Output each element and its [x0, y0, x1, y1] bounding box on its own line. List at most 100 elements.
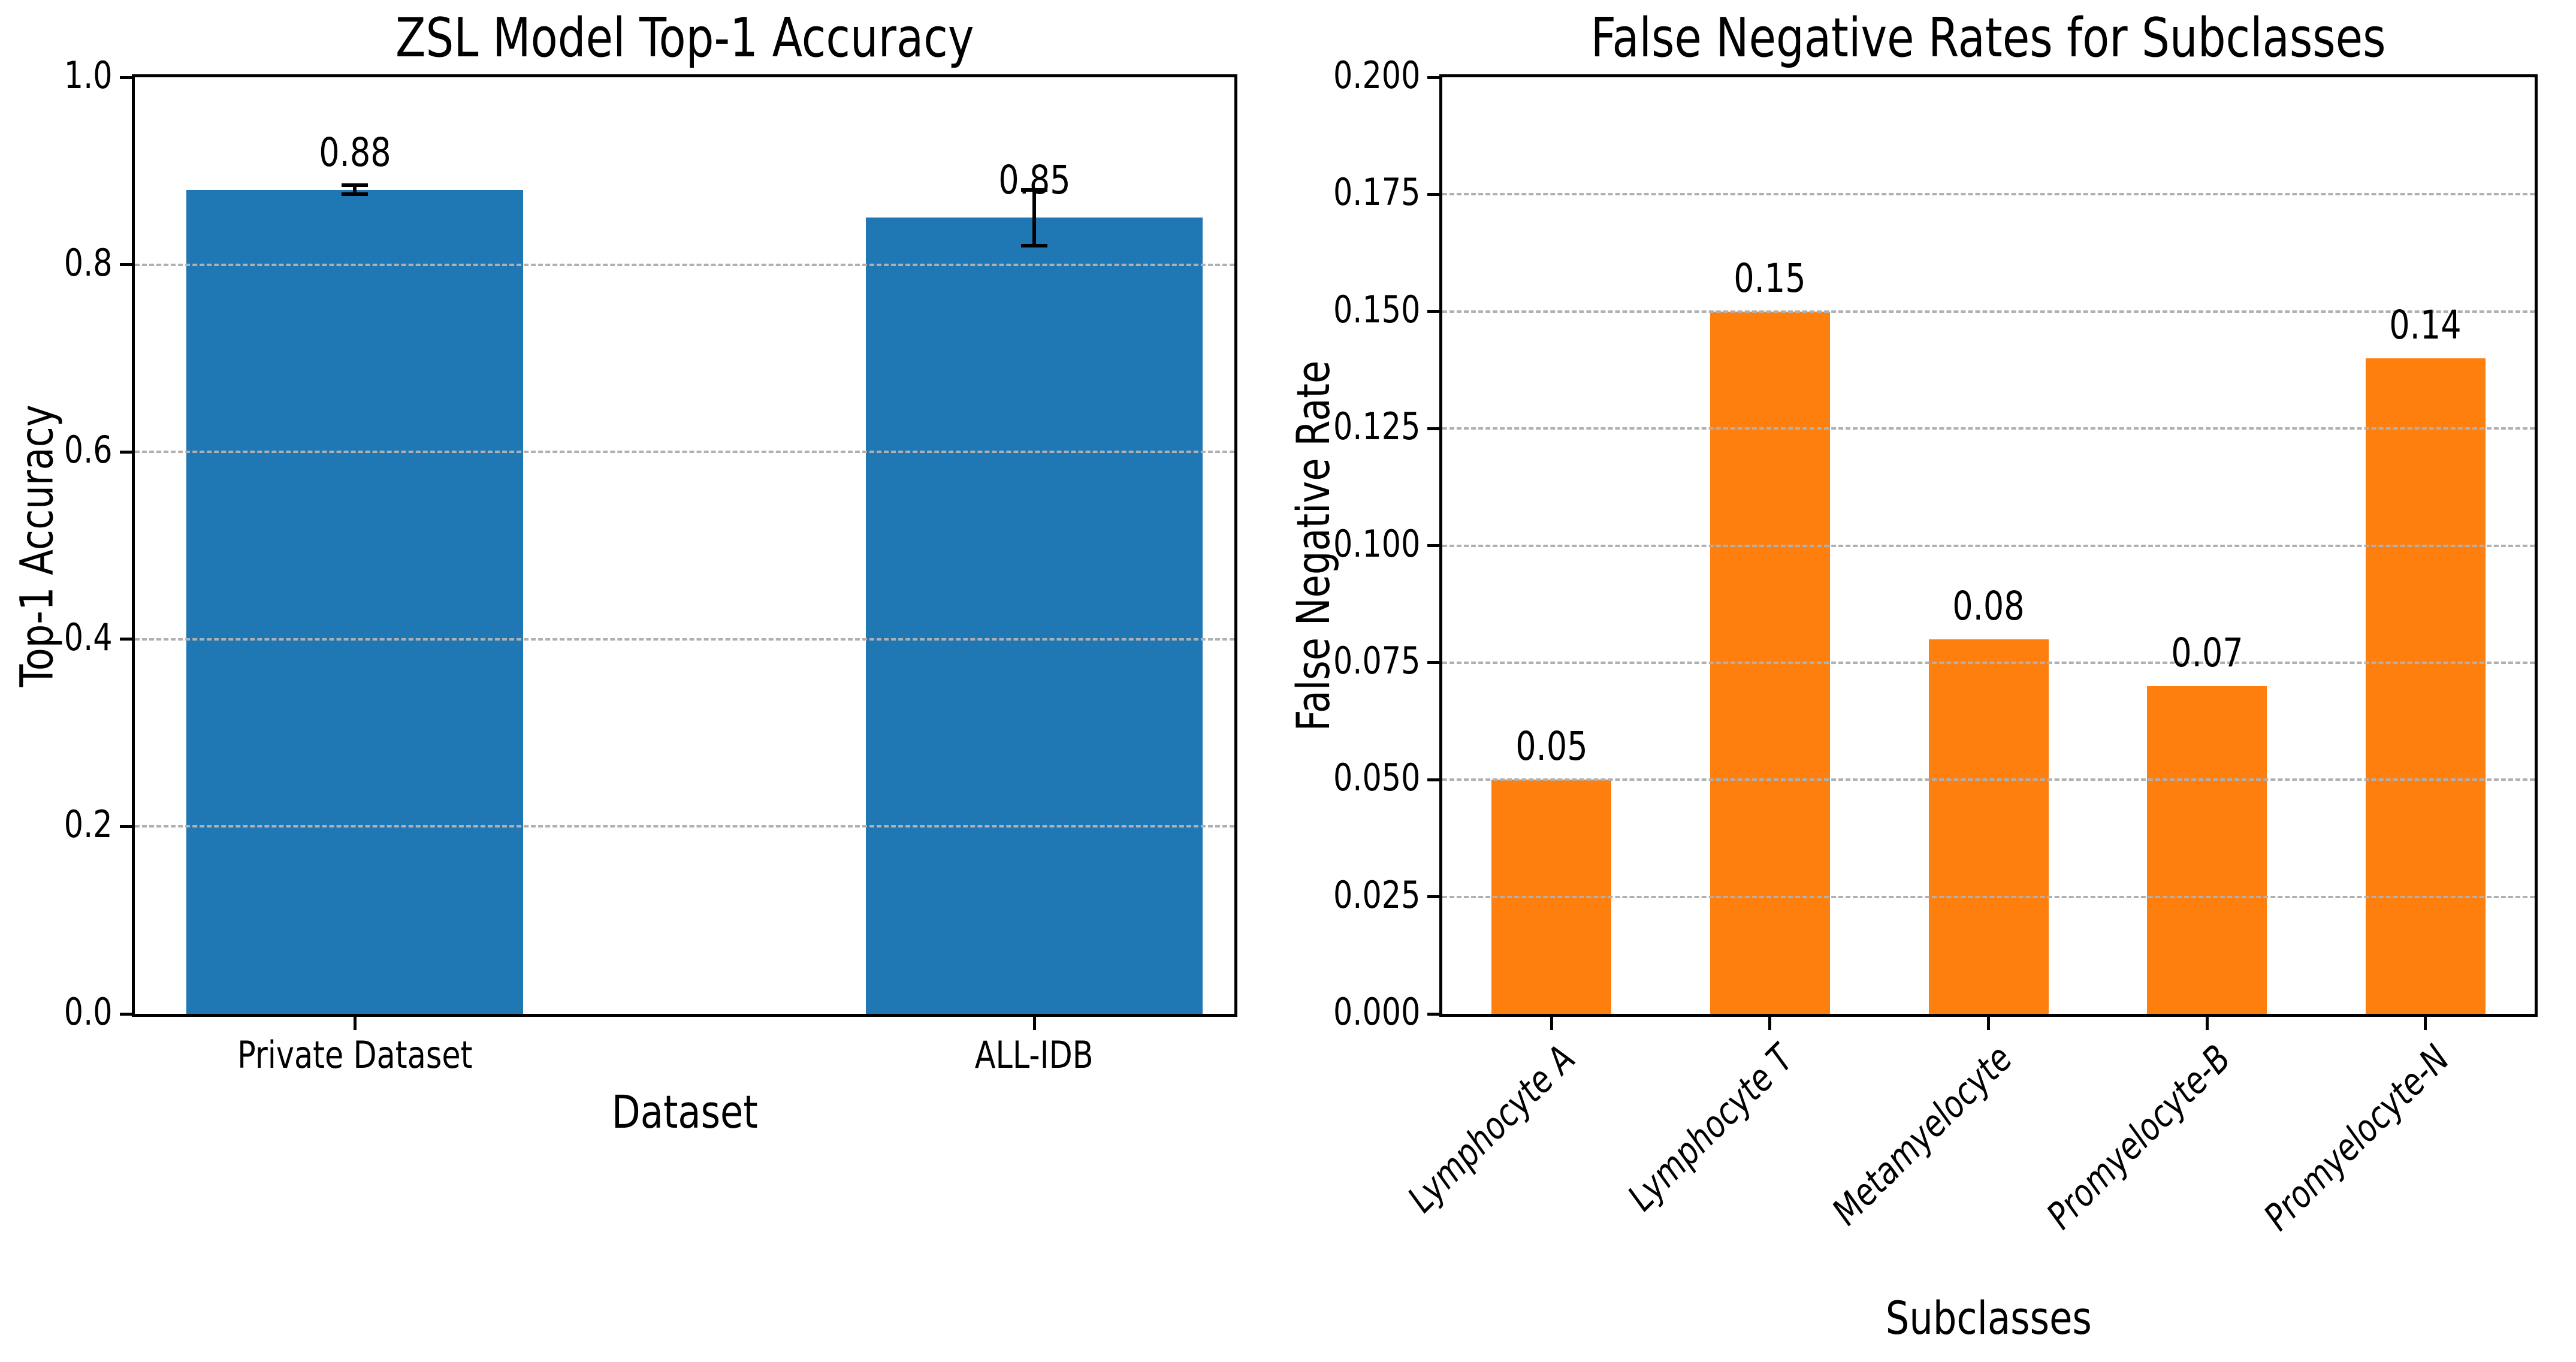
error-bar-cap — [1021, 188, 1048, 192]
y-tick-label: 0.075 — [1228, 642, 1420, 680]
bar-value-label-text: 0.05 — [1515, 723, 1588, 770]
y-tick-label: 0.100 — [1228, 521, 1420, 566]
gridline — [135, 825, 1234, 828]
bar-value-label: 0.05 — [1372, 727, 1731, 766]
error-bar-cap — [342, 183, 368, 187]
bar-value-label: 0.07 — [2027, 633, 2387, 673]
y-tick-label-text: 0.8 — [64, 240, 113, 285]
bar — [2365, 358, 2486, 1014]
left-x-axis-label-text: Dataset — [611, 1085, 758, 1138]
error-bar-cap — [342, 192, 368, 197]
y-tick-label-text: 0.2 — [64, 802, 113, 847]
right-x-axis-label: Subclasses — [1442, 1295, 2535, 1341]
bar-value-label-text: 0.08 — [1952, 582, 2025, 629]
bar — [866, 218, 1203, 1014]
x-category-label-text: Promyelocyte-N — [2255, 1036, 2458, 1239]
gridline — [1442, 310, 2535, 313]
y-tick-mark — [120, 76, 132, 79]
x-category-label: ALL-IDB — [795, 1037, 1274, 1074]
x-tick-mark — [1032, 1017, 1036, 1030]
gridline — [1442, 427, 2535, 430]
y-tick-mark — [1427, 544, 1439, 547]
y-tick-label-text: 0.075 — [1333, 638, 1420, 682]
x-category-label: Private Dataset — [115, 1037, 594, 1074]
y-tick-label: 0.200 — [1228, 57, 1420, 94]
y-tick-label-text: 0.150 — [1333, 287, 1420, 331]
bar-value-label: 0.88 — [175, 129, 534, 176]
error-bar-whisker — [1032, 189, 1037, 246]
y-tick-label: 0.175 — [1228, 174, 1420, 211]
x-tick-mark — [1550, 1017, 1553, 1030]
y-tick-label-text: 0.000 — [1333, 990, 1420, 1034]
gridline — [1442, 661, 2535, 664]
y-tick-mark — [120, 825, 132, 828]
y-tick-mark — [120, 450, 132, 454]
bar — [1928, 639, 2049, 1014]
y-tick-mark — [1427, 778, 1439, 781]
right-x-axis-label-text: Subclasses — [1885, 1291, 2092, 1345]
left-axes-frame — [132, 74, 1237, 1017]
y-tick-label: 0.050 — [1228, 759, 1420, 796]
gridline — [135, 638, 1234, 641]
y-tick-label: 0.4 — [0, 618, 113, 656]
right-chart-title-text: False Negative Rates for Subclasses — [1591, 7, 2386, 70]
bar-value-label-text: 0.14 — [2389, 301, 2462, 348]
y-tick-label-text: 0.175 — [1333, 170, 1420, 215]
x-tick-mark — [2205, 1017, 2209, 1030]
bar-value-label-text: 0.88 — [318, 129, 391, 176]
gridline — [1442, 193, 2535, 196]
bar-value-label: 0.14 — [2246, 301, 2576, 348]
y-tick-label-text: 0.125 — [1333, 404, 1420, 449]
y-tick-mark — [1427, 76, 1439, 79]
error-bar-whisker — [353, 185, 357, 195]
error-bar-cap — [1021, 244, 1048, 248]
y-tick-label: 0.0 — [0, 993, 113, 1031]
gridline — [1442, 544, 2535, 547]
x-category-label: Promyelocyte-N — [2134, 1037, 2457, 1239]
y-tick-label-text: 0.025 — [1333, 872, 1420, 917]
bar-value-label: 0.15 — [1590, 255, 1950, 301]
y-tick-label: 0.150 — [1228, 291, 1420, 328]
y-tick-mark — [120, 263, 132, 267]
gridline — [1442, 895, 2535, 898]
y-tick-mark — [1427, 661, 1439, 665]
gridline — [135, 263, 1234, 266]
bar-value-label-text: 0.07 — [2170, 629, 2243, 676]
y-tick-mark — [1427, 895, 1439, 899]
y-tick-mark — [1427, 427, 1439, 430]
left-y-axis-label-text: Top-1 Accuracy — [10, 404, 64, 687]
left-chart-title: ZSL Model Top-1 Accuracy — [135, 8, 1234, 68]
gridline — [135, 451, 1234, 454]
y-tick-label: 0.8 — [0, 244, 113, 282]
y-tick-label: 1.0 — [0, 57, 113, 94]
y-tick-label: 0.000 — [1228, 993, 1420, 1031]
y-tick-mark — [1427, 1012, 1439, 1016]
y-tick-mark — [120, 1012, 132, 1016]
y-tick-label-text: 1.0 — [64, 53, 113, 97]
y-tick-label: 0.6 — [0, 431, 113, 469]
y-tick-label: 0.2 — [0, 806, 113, 843]
right-chart-title: False Negative Rates for Subclasses — [1442, 8, 2535, 68]
x-category-label-text: ALL-IDB — [975, 1033, 1094, 1077]
y-tick-label-text: 0.200 — [1333, 53, 1420, 97]
x-category-label-text: Private Dataset — [237, 1033, 473, 1077]
bar-value-label: 0.85 — [854, 161, 1214, 200]
bar-value-label-text: 0.85 — [998, 157, 1071, 204]
right-axes-frame — [1439, 74, 2538, 1017]
x-tick-mark — [2424, 1017, 2427, 1030]
y-tick-mark — [1427, 310, 1439, 313]
gridline — [1442, 778, 2535, 781]
y-tick-mark — [120, 638, 132, 641]
bar-value-label-text: 0.15 — [1734, 255, 1807, 301]
y-tick-mark — [1427, 192, 1439, 196]
left-x-axis-label: Dataset — [135, 1089, 1234, 1135]
x-tick-mark — [1987, 1017, 1990, 1030]
right-y-axis-label-text: False Negative Rate — [1287, 360, 1340, 731]
y-tick-label-text: 0.050 — [1333, 756, 1420, 800]
bar — [186, 189, 523, 1014]
y-tick-label-text: 0.100 — [1333, 521, 1420, 566]
y-tick-label: 0.025 — [1228, 872, 1420, 917]
y-tick-label-text: 0.6 — [64, 428, 113, 472]
bar-value-label: 0.08 — [1809, 582, 2169, 629]
y-tick-label-text: 0.0 — [64, 990, 113, 1034]
